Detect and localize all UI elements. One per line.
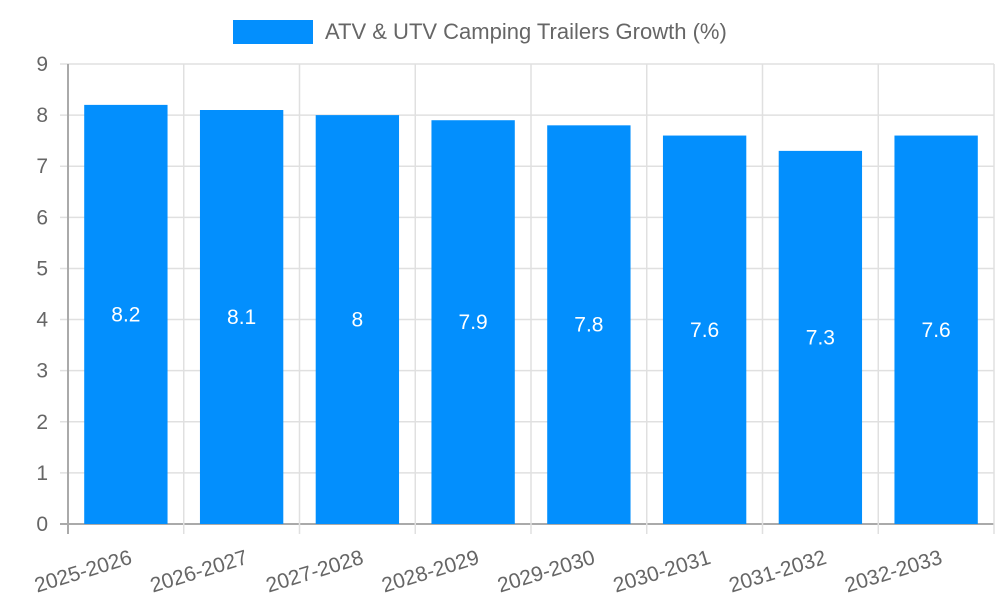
bar-value-label: 7.3: [806, 326, 835, 349]
bar-value-label: 8: [352, 309, 364, 332]
x-tick-label: 2029-2030: [495, 546, 598, 597]
y-tick-label: 8: [36, 104, 48, 127]
bar-value-label: 7.6: [690, 319, 719, 342]
y-tick-label: 1: [36, 462, 48, 485]
y-tick-label: 7: [36, 155, 48, 178]
bar-value-label: 7.9: [459, 311, 488, 334]
bar[interactable]: [662, 135, 747, 525]
bar[interactable]: [315, 115, 400, 524]
y-tick-label: 4: [36, 309, 48, 332]
y-tick-label: 0: [36, 513, 48, 536]
y-tick-label: 3: [36, 360, 48, 383]
y-tick-label: 9: [36, 53, 48, 76]
bar-value-label: 8.2: [111, 303, 140, 326]
x-tick-label: 2026-2027: [148, 546, 251, 597]
bar[interactable]: [547, 125, 631, 524]
x-tick-label: 2032-2033: [842, 546, 945, 597]
bar-value-label: 8.1: [227, 306, 256, 329]
bar[interactable]: [84, 104, 168, 524]
bar[interactable]: [199, 110, 284, 524]
chart-legend[interactable]: ATV & UTV Camping Trailers Growth (%): [233, 19, 727, 45]
y-tick-label: 6: [36, 206, 48, 229]
x-tick-label: 2025-2026: [32, 546, 135, 597]
y-tick-label: 5: [36, 257, 48, 280]
bar[interactable]: [778, 150, 863, 524]
bar[interactable]: [431, 120, 515, 524]
bar[interactable]: [894, 135, 978, 525]
x-tick-label: 2031-2032: [726, 546, 829, 597]
x-tick-label: 2030-2031: [611, 546, 714, 597]
x-tick-label: 2028-2029: [379, 546, 482, 597]
legend-swatch: [233, 20, 313, 44]
y-tick-label: 2: [36, 411, 48, 434]
legend-label: ATV & UTV Camping Trailers Growth (%): [325, 19, 727, 44]
bars: 8.2 8.1 8 7.9 7.8 7.6 7.3 7.6: [84, 104, 978, 525]
bar-value-label: 7.8: [574, 314, 603, 337]
x-tick-label: 2027-2028: [263, 546, 366, 597]
bar-value-label: 7.6: [922, 319, 951, 342]
